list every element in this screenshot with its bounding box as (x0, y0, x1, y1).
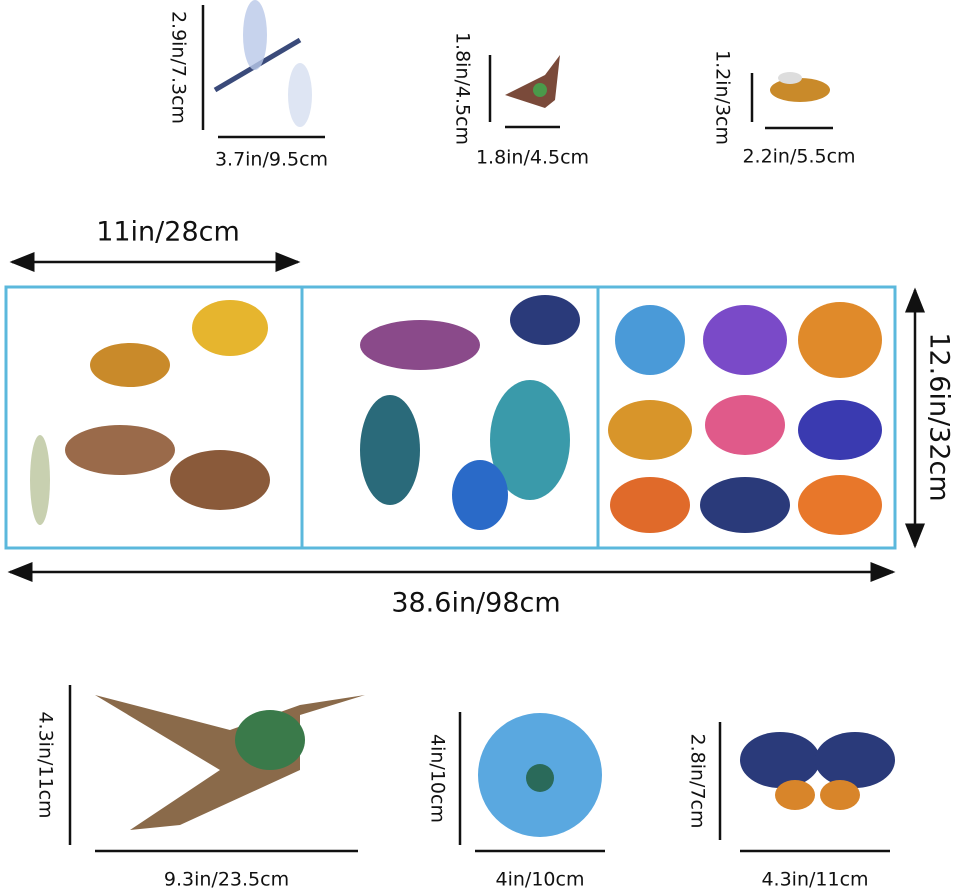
width-label: 3.7in/9.5cm (215, 149, 328, 171)
width-label: 9.3in/23.5cm (164, 869, 289, 891)
height-label: 1.2in/3cm (712, 50, 734, 145)
butterfly-picture (740, 732, 895, 810)
width-label: 1.8in/4.5cm (476, 147, 589, 169)
hummingbird-picture (95, 695, 365, 830)
height-label: 4.3in/11cm (35, 711, 57, 818)
illustrations (4, 0, 897, 837)
width-label: 2.2in/5.5cm (742, 146, 855, 168)
width-label: 4.3in/11cm (761, 869, 868, 891)
width-label: 4in/10cm (496, 869, 585, 891)
bee-picture (770, 72, 830, 102)
height-label: 1.8in/4.5cm (452, 32, 474, 145)
height-label: 2.9in/7.3cm (168, 11, 190, 124)
panel-width-label: 11in/28cm (96, 217, 240, 248)
flower-picture (478, 713, 602, 837)
sheet-width-label: 38.6in/98cm (391, 588, 560, 619)
dragonfly-picture (213, 0, 312, 127)
height-label: 4in/10cm (427, 734, 449, 823)
height-label: 2.8in/7cm (687, 734, 709, 829)
sheet-height-label: 12.6in/32cm (924, 332, 955, 501)
sheet-stickers (30, 295, 882, 535)
hummingbird-small-picture (505, 55, 560, 108)
